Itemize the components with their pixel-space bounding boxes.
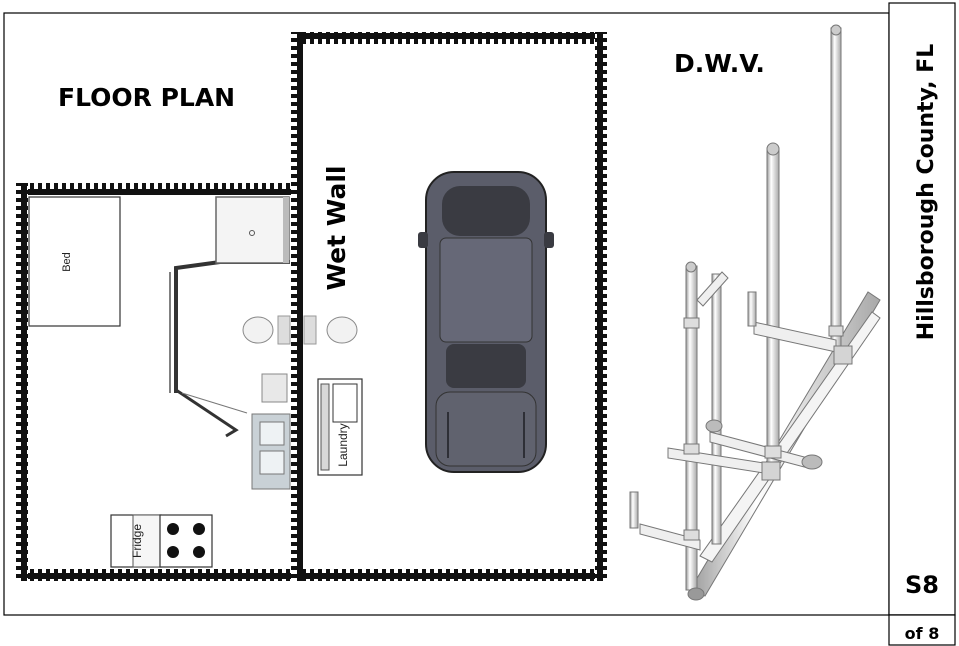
sheet-number: S8 bbox=[905, 571, 939, 599]
bed-label: Bed bbox=[61, 252, 73, 272]
kitchen-sink bbox=[259, 421, 285, 446]
sheet-total: of 8 bbox=[905, 624, 940, 643]
bath-sink bbox=[261, 373, 288, 403]
toilet bbox=[242, 316, 274, 344]
dwv-piping bbox=[629, 24, 881, 601]
title-block bbox=[888, 2, 956, 616]
door bbox=[175, 388, 239, 438]
shower bbox=[215, 196, 290, 264]
kitchen-sink bbox=[259, 450, 285, 475]
bed bbox=[28, 196, 121, 327]
fridge-label: Fridge bbox=[130, 524, 144, 558]
floor-plan-title: FLOOR PLAN bbox=[58, 83, 235, 112]
toilet bbox=[326, 316, 358, 344]
sheet-count-box bbox=[888, 614, 956, 646]
wet-wall-label: Wet Wall bbox=[322, 166, 351, 291]
laundry-label: Laundry bbox=[336, 423, 350, 466]
car bbox=[418, 171, 554, 473]
dwv-title: D.W.V. bbox=[674, 49, 765, 78]
location-label: Hillsborough County, FL bbox=[914, 44, 939, 340]
floor-plan: Bed Fridge Laundry Wet Wal bbox=[16, 32, 607, 581]
stove bbox=[159, 514, 213, 568]
